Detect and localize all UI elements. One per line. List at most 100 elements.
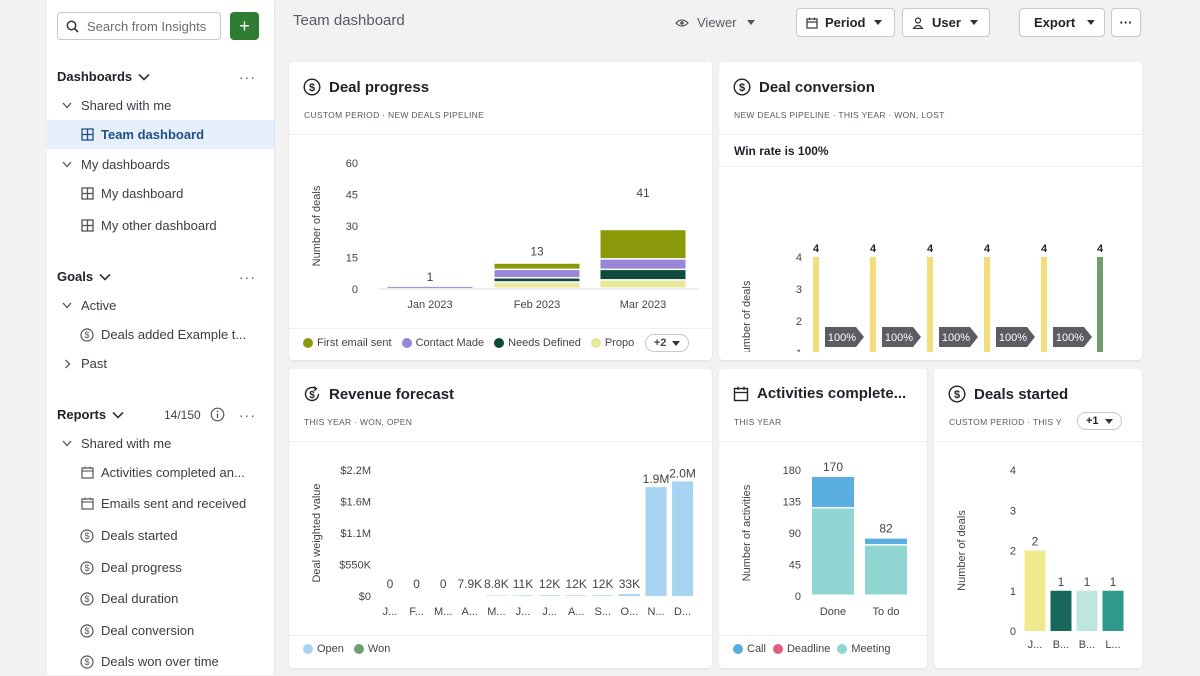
y-tick-label: 30 — [346, 221, 358, 233]
legend-dot — [353, 644, 364, 654]
sidebar-item-my-other-dashboard[interactable]: My other dashboard — [47, 211, 274, 240]
svg-text:$: $ — [84, 330, 89, 340]
bar — [1041, 257, 1047, 352]
sidebar-item-label: Deals started — [101, 528, 178, 543]
sidebar-item-team-dashboard[interactable]: Team dashboard — [47, 120, 274, 149]
x-tick-label: L... — [1105, 639, 1120, 649]
card-title: $ Deal conversion — [733, 78, 875, 96]
viewer-button[interactable]: Viewer — [666, 8, 764, 37]
sidebar-item-my-dashboard[interactable]: My dashboard — [47, 179, 274, 208]
sidebar-report-item[interactable]: Activities completed an... — [47, 458, 274, 487]
bar-value-label: 4 — [1097, 243, 1104, 255]
x-tick-label: Feb 2023 — [514, 299, 560, 311]
divider — [719, 134, 1142, 135]
chevron-down-icon — [99, 273, 111, 281]
bar-segment — [865, 538, 907, 545]
x-tick-label: To do — [873, 606, 900, 618]
x-tick-label: Jan 2023 — [407, 299, 452, 311]
legend-item[interactable]: Propo — [590, 337, 635, 349]
legend-item[interactable]: First email sent — [303, 337, 392, 349]
info-icon[interactable] — [210, 407, 225, 427]
legend-item[interactable]: Call — [733, 643, 766, 655]
bar-value-label: 2 — [1032, 535, 1039, 549]
y-tick-label: 15 — [346, 253, 358, 265]
bar-value-label: 1 — [1058, 575, 1065, 589]
y-axis-label: Deal weighted value — [311, 483, 323, 582]
legend-item[interactable]: Contact Made — [401, 337, 484, 349]
dashboards-section-header[interactable]: Dashboards — [57, 69, 150, 84]
bar — [1076, 590, 1098, 631]
reports-section-header[interactable]: Reports — [57, 407, 124, 422]
sidebar-report-item[interactable]: $ Deal duration — [47, 584, 274, 613]
deal-progress-card[interactable]: $ Deal progress CUSTOM PERIOD · NEW DEAL… — [289, 62, 712, 360]
goals-more-button[interactable]: ··· — [239, 269, 256, 285]
y-tick-label: $2.2M — [340, 465, 371, 477]
y-tick-label: 2 — [1010, 546, 1016, 558]
user-filter-button[interactable]: User — [902, 8, 990, 37]
card-subtitle: CUSTOM PERIOD · THIS Y — [949, 417, 1062, 427]
sidebar-report-item[interactable]: $ Deals won over time — [47, 647, 274, 676]
activities-completed-card[interactable]: Activities complete... THIS YEAR 0 45 90 13… — [719, 369, 927, 668]
conversion-rate-label: 100% — [942, 332, 970, 344]
bar — [813, 257, 819, 352]
legend-item[interactable]: Meeting — [837, 643, 891, 655]
dollar-icon: $ — [79, 560, 95, 575]
filter-more-button[interactable]: +1 — [1077, 412, 1122, 430]
legend-item[interactable]: Deadline — [772, 643, 830, 655]
legend-item[interactable]: Needs Defined — [494, 337, 581, 349]
revenue-forecast-card[interactable]: $ Revenue forecast THIS YEAR · WON, OPEN… — [289, 369, 712, 668]
y-tick-label: 1 — [1010, 586, 1016, 598]
sidebar-item-shared-with-me[interactable]: Shared with me — [47, 91, 274, 120]
chevron-right-icon — [59, 359, 75, 369]
bar — [870, 257, 876, 352]
legend-item[interactable]: Open — [303, 643, 344, 655]
legend-label: Meeting — [851, 643, 891, 655]
divider — [719, 441, 927, 442]
bar-total-label: 41 — [636, 186, 650, 200]
revenue-forecast-chart: $0 $550K $1.1M $1.6M $2.2M Deal weighted valu… — [311, 465, 696, 618]
deals-started-card[interactable]: $ Deals started CUSTOM PERIOD · THIS Y +… — [934, 369, 1142, 668]
sidebar-item-past[interactable]: Past — [47, 349, 274, 378]
bar-value-label: 4 — [1041, 243, 1048, 255]
x-tick-label: J... — [542, 606, 557, 618]
reports-title: Reports — [57, 407, 107, 422]
y-tick-label: 60 — [346, 158, 358, 170]
goals-section-header[interactable]: Goals — [57, 269, 111, 284]
x-tick-label: F... — [409, 606, 424, 618]
bar-segment — [865, 545, 907, 595]
sidebar-report-item[interactable]: $ Deals started — [47, 521, 274, 550]
y-tick-label: 3 — [796, 284, 802, 296]
export-button[interactable]: Export — [1019, 8, 1105, 37]
legend-dot — [303, 338, 313, 348]
conversion-rate-label: 100% — [1056, 332, 1084, 344]
more-options-button[interactable]: ··· — [1111, 8, 1141, 37]
sidebar-item-label: Activities completed an... — [101, 465, 245, 480]
x-tick-label: S... — [595, 606, 612, 618]
deal-conversion-card[interactable]: $ Deal conversion NEW DEALS PIPELINE · T… — [719, 62, 1142, 360]
legend-dot — [837, 644, 848, 654]
period-button[interactable]: Period — [796, 8, 895, 37]
sidebar-report-item[interactable]: Emails sent and received — [47, 489, 274, 518]
bar-total-label: 170 — [823, 460, 843, 474]
sidebar-item-reports-shared[interactable]: Shared with me — [47, 429, 274, 458]
sidebar-report-item[interactable]: $ Deal progress — [47, 553, 274, 582]
search-input[interactable]: Search from Insights — [57, 12, 221, 40]
x-tick-label: Done — [820, 606, 846, 618]
dashboards-more-button[interactable]: ··· — [239, 69, 256, 85]
legend-more-button[interactable]: +2 — [644, 334, 690, 352]
legend-item[interactable]: Won — [353, 643, 390, 655]
legend-dot — [590, 338, 601, 348]
divider — [289, 134, 712, 135]
sidebar-item-deals-added-goal[interactable]: $ Deals added Example t... — [47, 320, 274, 349]
sidebar-report-item[interactable]: $ Deal conversion — [47, 616, 274, 645]
reports-more-button[interactable]: ··· — [239, 407, 256, 423]
bar-segment — [600, 230, 686, 259]
add-button[interactable]: + — [230, 12, 259, 40]
divider — [934, 441, 1142, 442]
card-title-text: Deal progress — [329, 78, 430, 96]
sidebar: Search from Insights + Dashboards ··· Sh… — [47, 0, 275, 675]
sidebar-item-active[interactable]: Active — [47, 291, 274, 320]
sidebar-item-my-dashboards[interactable]: My dashboards — [47, 150, 274, 179]
bar-value-label: 7.9K — [457, 577, 482, 591]
bar — [1024, 550, 1046, 631]
